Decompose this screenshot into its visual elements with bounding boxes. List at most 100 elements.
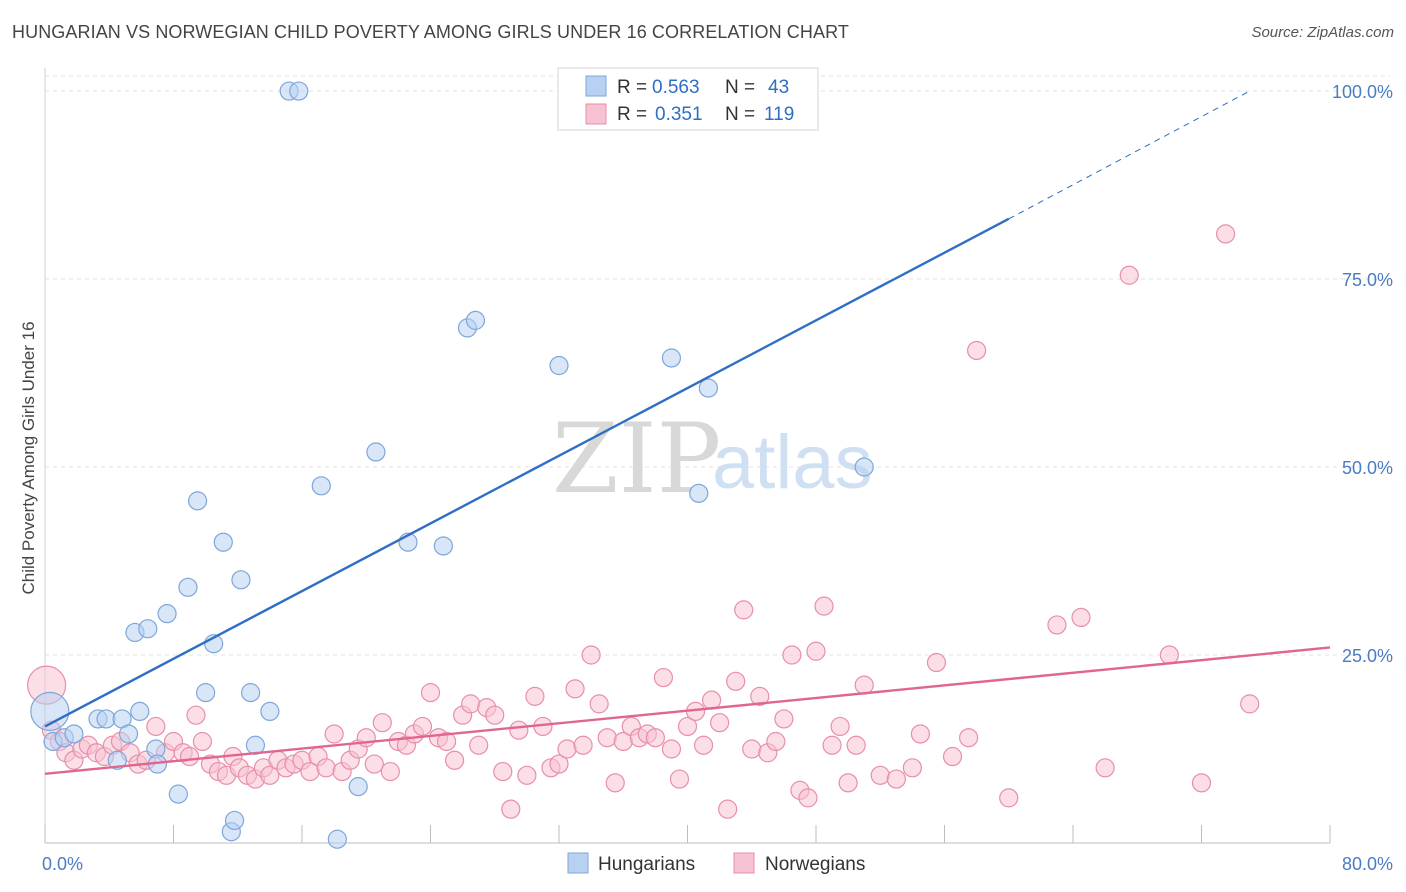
norwegian-point-106 bbox=[902, 758, 922, 778]
norwegian-point-54 bbox=[461, 694, 481, 714]
hungarian-point-14 bbox=[157, 604, 177, 624]
norwegian-point-84 bbox=[701, 690, 722, 710]
hungarian-point-40 bbox=[698, 378, 718, 398]
norwegian-point-29 bbox=[260, 765, 280, 785]
norwegian-point-60 bbox=[509, 720, 529, 740]
hungarian-point-34 bbox=[433, 536, 453, 556]
legend-swatch-norwegians bbox=[585, 103, 607, 125]
norwegian-point-97 bbox=[806, 641, 826, 661]
hungarian-point-3 bbox=[64, 724, 84, 744]
norwegian-point-114 bbox=[1071, 607, 1091, 628]
norwegian-point-49 bbox=[420, 683, 441, 703]
legend-r-label-hungarians: R = bbox=[617, 77, 647, 98]
hungarian-point-11 bbox=[138, 619, 158, 639]
norwegian-point-94 bbox=[782, 645, 802, 665]
norwegian-point-110 bbox=[958, 728, 979, 748]
norwegian-point-112 bbox=[999, 788, 1019, 808]
hungarian-point-41 bbox=[854, 457, 874, 477]
norwegian-point-83 bbox=[693, 735, 714, 755]
hungarian-point-32 bbox=[366, 442, 386, 462]
norwegian-point-37 bbox=[324, 724, 344, 744]
trend-lines bbox=[44, 90, 1331, 776]
legend-n-label-hungarians: N = bbox=[725, 77, 755, 98]
hungarian-point-30 bbox=[327, 829, 347, 849]
hungarian-point-29 bbox=[311, 476, 331, 496]
norwegian-point-116 bbox=[1119, 265, 1139, 285]
norwegian-point-118 bbox=[1191, 773, 1212, 793]
legend-r-value-norwegians: 0.351 bbox=[655, 104, 703, 125]
norwegian-point-62 bbox=[525, 686, 545, 706]
norwegian-point-68 bbox=[573, 735, 593, 755]
hungarian-point-24 bbox=[241, 683, 261, 703]
legend-bottom-label-hungarians: Hungarians bbox=[598, 854, 695, 875]
hungarian-point-6 bbox=[107, 750, 127, 770]
norwegian-point-87 bbox=[726, 671, 746, 691]
norwegian-point-20 bbox=[192, 731, 213, 752]
norwegian-point-86 bbox=[718, 799, 738, 819]
hungarian-point-37 bbox=[549, 355, 569, 376]
hungarian-point-28 bbox=[289, 81, 309, 101]
norwegian-point-113 bbox=[1047, 615, 1067, 635]
norwegian-point-43 bbox=[372, 713, 392, 733]
legend-n-value-norwegians: 119 bbox=[764, 104, 794, 125]
norwegian-point-71 bbox=[597, 728, 617, 748]
hungarian-point-18 bbox=[196, 683, 216, 703]
norwegian-point-85 bbox=[710, 713, 730, 733]
hungarian-point-5 bbox=[96, 709, 116, 729]
norwegian-point-69 bbox=[581, 645, 601, 665]
y-tick-label-1: 50.0% bbox=[1342, 458, 1393, 478]
x-tick-label-0: 0.0% bbox=[42, 854, 83, 874]
norwegian-point-93 bbox=[774, 709, 794, 729]
hungarian-point-23 bbox=[231, 570, 251, 590]
hungarian-point-26 bbox=[260, 701, 280, 722]
series-hungarians-points bbox=[30, 81, 874, 849]
norwegian-point-111 bbox=[967, 340, 987, 361]
legend-swatch-hungarians bbox=[585, 75, 607, 97]
hungarian-point-17 bbox=[187, 491, 208, 511]
norwegian-point-67 bbox=[565, 679, 585, 699]
y-tick-label-2: 75.0% bbox=[1342, 270, 1393, 290]
norwegian-point-92 bbox=[766, 731, 786, 752]
norwegian-point-103 bbox=[854, 675, 874, 695]
norwegian-point-102 bbox=[846, 735, 866, 755]
norwegian-point-105 bbox=[886, 769, 906, 789]
chart-title: HUNGARIAN VS NORWEGIAN CHILD POVERTY AMO… bbox=[12, 22, 849, 42]
norwegian-point-77 bbox=[645, 728, 665, 748]
norwegian-point-96 bbox=[798, 788, 818, 808]
y-axis-label: Child Poverty Among Girls Under 16 bbox=[19, 321, 38, 594]
norwegian-point-58 bbox=[493, 761, 513, 782]
norwegian-point-78 bbox=[653, 667, 674, 688]
legend-n-value-hungarians: 43 bbox=[768, 77, 789, 98]
norwegian-point-59 bbox=[501, 799, 521, 819]
norwegian-point-90 bbox=[750, 686, 770, 706]
norwegian-point-100 bbox=[830, 716, 850, 737]
norwegian-point-119 bbox=[1215, 224, 1236, 244]
hungarian-point-16 bbox=[178, 577, 198, 597]
hungarian-point-36 bbox=[465, 310, 486, 330]
hungarian-point-8 bbox=[118, 724, 139, 744]
grid-lines bbox=[45, 75, 1390, 656]
norwegian-point-48 bbox=[412, 716, 433, 737]
norwegian-point-99 bbox=[822, 735, 842, 755]
trend-line-norwegians bbox=[44, 646, 1331, 776]
norwegian-point-14 bbox=[146, 716, 166, 737]
norwegian-point-109 bbox=[942, 746, 963, 767]
hungarian-point-39 bbox=[689, 483, 709, 503]
legend-r-label-norwegians: R = bbox=[617, 104, 647, 125]
norwegian-point-88 bbox=[734, 600, 754, 620]
chart-source: Source: ZipAtlas.com bbox=[1251, 24, 1394, 41]
legend-r-value-hungarians: 0.563 bbox=[652, 77, 700, 98]
norwegian-point-70 bbox=[589, 694, 609, 714]
hungarian-point-31 bbox=[348, 777, 368, 797]
hungarian-point-10 bbox=[130, 701, 150, 722]
norwegian-point-89 bbox=[742, 739, 762, 759]
legend-bottom-swatch-norwegians bbox=[733, 852, 755, 874]
norwegian-point-79 bbox=[661, 739, 682, 759]
legend-n-label-norwegians: N = bbox=[725, 104, 755, 125]
hungarian-point-22 bbox=[224, 810, 245, 831]
legend-bottom-label-norwegians: Norwegians bbox=[765, 854, 865, 875]
watermark-atlas: atlas bbox=[712, 420, 873, 505]
hungarian-point-0 bbox=[30, 691, 70, 732]
tick-labels: 25.0% 50.0% 75.0% 100.0% 0.0% 80.0% bbox=[42, 82, 1393, 874]
